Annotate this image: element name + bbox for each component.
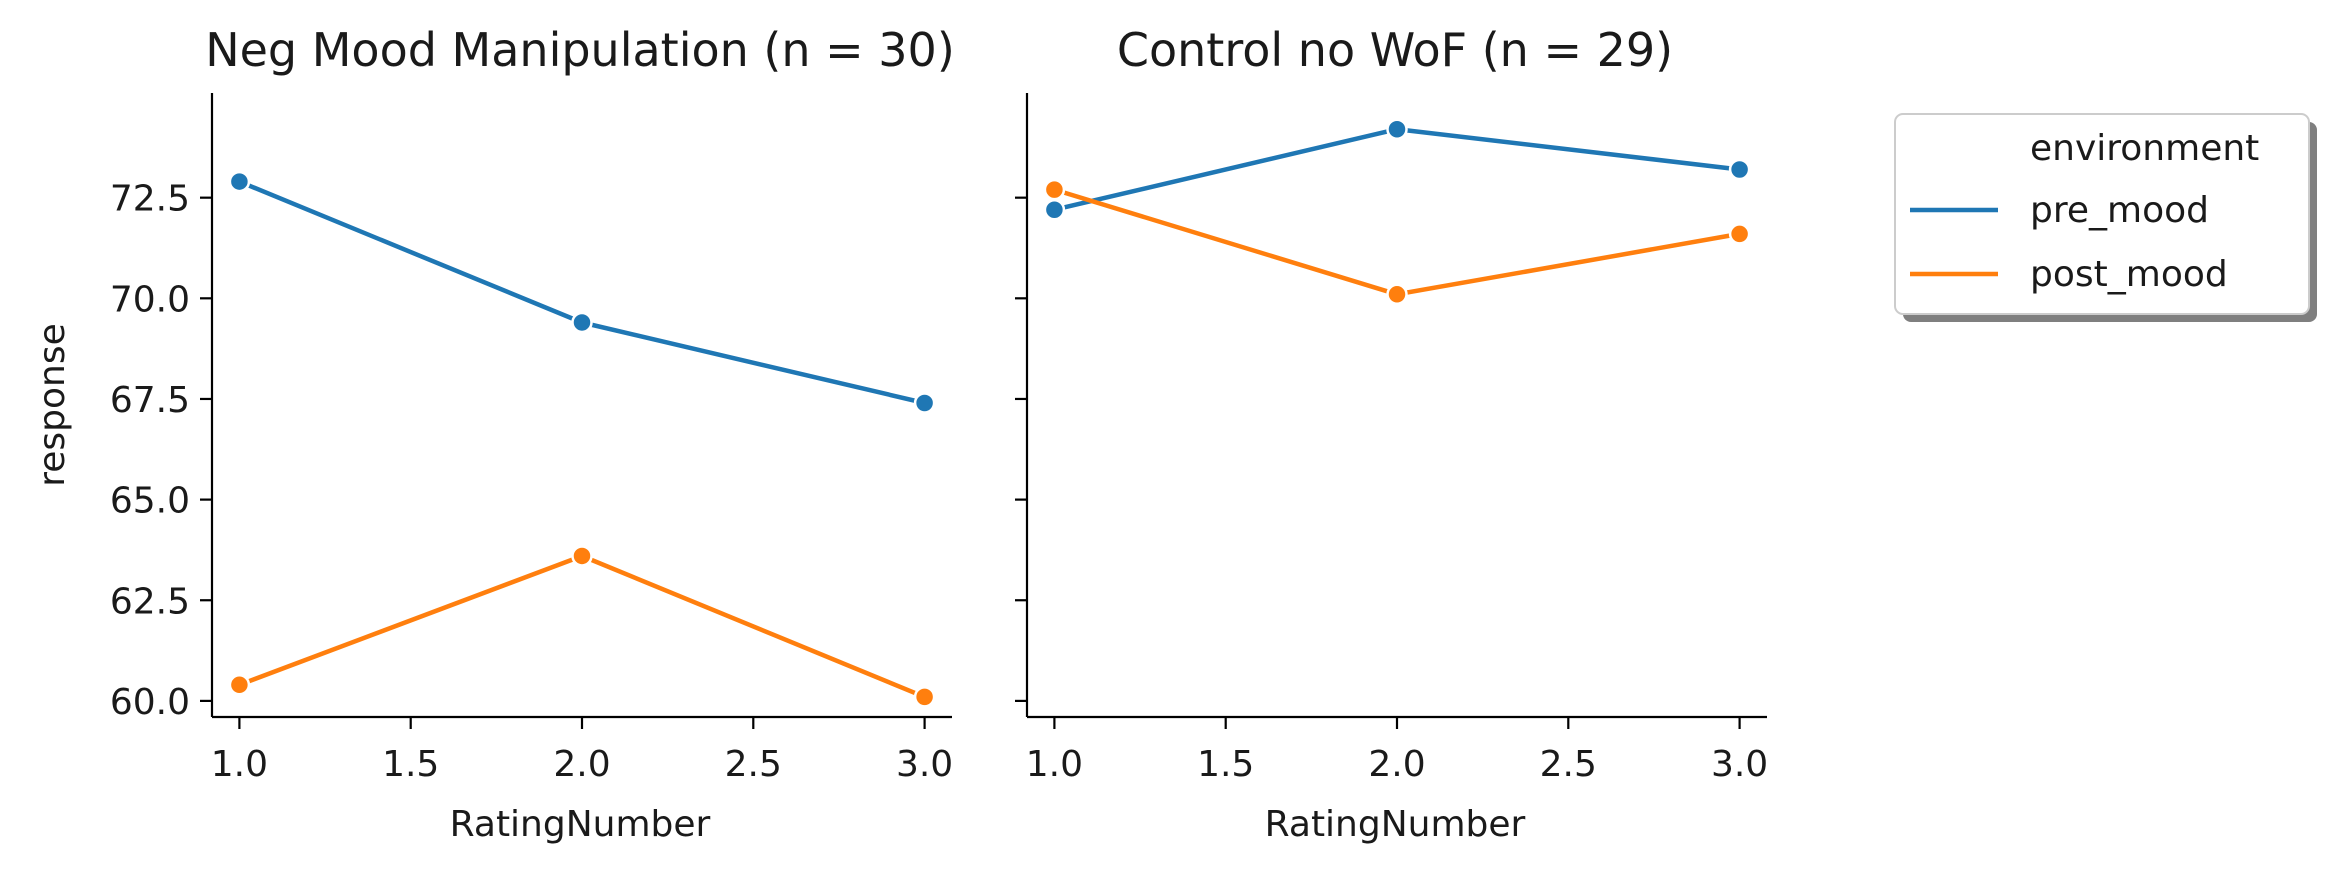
data-point-post-mood xyxy=(1386,283,1408,306)
panel-title: Control no WoF (n = 29) xyxy=(1117,23,1673,77)
y-tick-label: 60.0 xyxy=(110,682,190,723)
y-tick-label: 62.5 xyxy=(110,581,190,622)
data-point-pre-mood xyxy=(913,392,936,414)
legend-label-post-mood: post_mood xyxy=(2030,254,2228,295)
panel-neg-mood: Neg Mood Manipulation (n = 30) RatingNum… xyxy=(32,23,955,845)
data-point-pre-mood xyxy=(1728,158,1751,181)
data-point-post-mood xyxy=(571,545,593,567)
y-tick-label: 70.0 xyxy=(110,279,190,320)
series-line-pre-mood xyxy=(1052,126,1742,212)
x-tick-label: 1.0 xyxy=(211,744,268,785)
x-tick-label: 2.5 xyxy=(1540,744,1597,785)
x-tick-label: 3.0 xyxy=(896,744,953,785)
x-tick-label: 2.0 xyxy=(553,744,610,785)
panel-control: Control no WoF (n = 29) RatingNumber 1.0… xyxy=(1015,23,1768,845)
x-axis-title: RatingNumber xyxy=(1265,804,1526,845)
x-tick-label: 2.5 xyxy=(725,744,782,785)
x-tick-label: 1.5 xyxy=(382,744,439,785)
data-point-pre-mood xyxy=(1386,118,1408,140)
y-tick-label: 67.5 xyxy=(110,380,190,421)
panel-title: Neg Mood Manipulation (n = 30) xyxy=(205,23,955,77)
series-line-pre-mood xyxy=(237,179,927,406)
legend-title: environment xyxy=(2030,128,2259,169)
legend-box xyxy=(1894,113,2310,315)
series-group xyxy=(228,170,936,708)
data-point-post-mood xyxy=(913,686,936,708)
x-tick-label: 2.0 xyxy=(1368,744,1425,785)
series-line-post-mood xyxy=(1052,187,1742,297)
x-tick-label: 1.0 xyxy=(1026,744,1083,785)
data-point-post-mood xyxy=(228,674,251,696)
series-line-post-mood xyxy=(237,553,927,700)
data-point-pre-mood xyxy=(1043,198,1066,221)
legend-label-pre-mood: pre_mood xyxy=(2030,190,2209,231)
x-tick-label: 1.5 xyxy=(1197,744,1254,785)
series-group xyxy=(1043,118,1751,306)
y-axis-title: response xyxy=(32,323,73,487)
x-tick-label: 3.0 xyxy=(1711,744,1768,785)
y-tick-label: 65.0 xyxy=(110,481,190,522)
tick-group: 1.0 1.5 2.0 2.5 3.0 xyxy=(1015,196,1768,785)
data-point-pre-mood xyxy=(571,311,593,334)
legend: environment pre_mood post_mood xyxy=(1894,113,2317,322)
tick-group: 1.0 1.5 2.0 2.5 3.0 60.0 62.5 65.0 67.5 70.0 72.5 xyxy=(110,179,953,785)
data-point-post-mood xyxy=(1728,223,1751,245)
data-point-pre-mood xyxy=(228,170,251,193)
data-point-post-mood xyxy=(1043,178,1066,201)
x-axis-title: RatingNumber xyxy=(450,804,711,845)
y-tick-label: 72.5 xyxy=(110,179,190,220)
